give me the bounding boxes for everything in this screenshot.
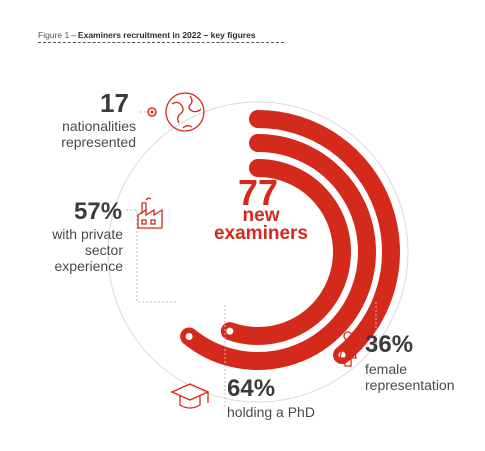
connector-private-sector — [126, 209, 176, 303]
arc-with-private-sector-experience — [220, 159, 351, 345]
female-value: 36% — [365, 331, 414, 358]
arc-group — [180, 110, 400, 370]
phd-value: 64% — [227, 375, 276, 402]
figure-title-text: Examiners recruitment in 2022 – key figu… — [77, 30, 256, 40]
private-sector-label-line1: with private — [52, 226, 123, 242]
figure-title-rule — [38, 42, 284, 43]
private-sector-label-line2: sector — [84, 242, 123, 258]
private-sector-value: 57% — [74, 198, 123, 225]
graduation-cap-icon — [170, 383, 210, 409]
female-label-line1: female — [365, 361, 408, 377]
figure-number: Figure 1 — [38, 30, 70, 40]
center-label: new examiners — [206, 205, 316, 244]
arc-end-marker — [185, 332, 193, 340]
center-label-line1: new — [242, 205, 280, 226]
guide-circle — [107, 101, 409, 403]
arc-end-marker — [226, 327, 234, 335]
center-label-line2: examiners — [213, 223, 308, 244]
center-value: 77 — [238, 172, 279, 213]
private-sector-label-line3: experience — [54, 258, 124, 274]
private-sector-label: with private sector experience — [10, 226, 123, 274]
nationalities-value: 17 — [100, 88, 129, 118]
factory-icon — [137, 197, 163, 229]
globe-icon — [165, 92, 205, 132]
nationalities-label-line1: nationalities — [62, 118, 136, 134]
arc-holding-a-phd — [180, 134, 376, 370]
nationalities-label-line2: represented — [61, 134, 136, 150]
phd-label: holding a PhD — [227, 404, 315, 420]
nationalities-label: nationalities represented — [20, 118, 136, 150]
female-label: female representation — [365, 361, 455, 393]
figure-title: Figure 1– Examiners recruitment in 2022 –… — [38, 30, 256, 40]
arc-female-representation — [249, 110, 400, 365]
female-label-line2: representation — [365, 377, 455, 393]
female-person-icon — [339, 331, 357, 367]
figure-separator: – — [71, 30, 76, 40]
